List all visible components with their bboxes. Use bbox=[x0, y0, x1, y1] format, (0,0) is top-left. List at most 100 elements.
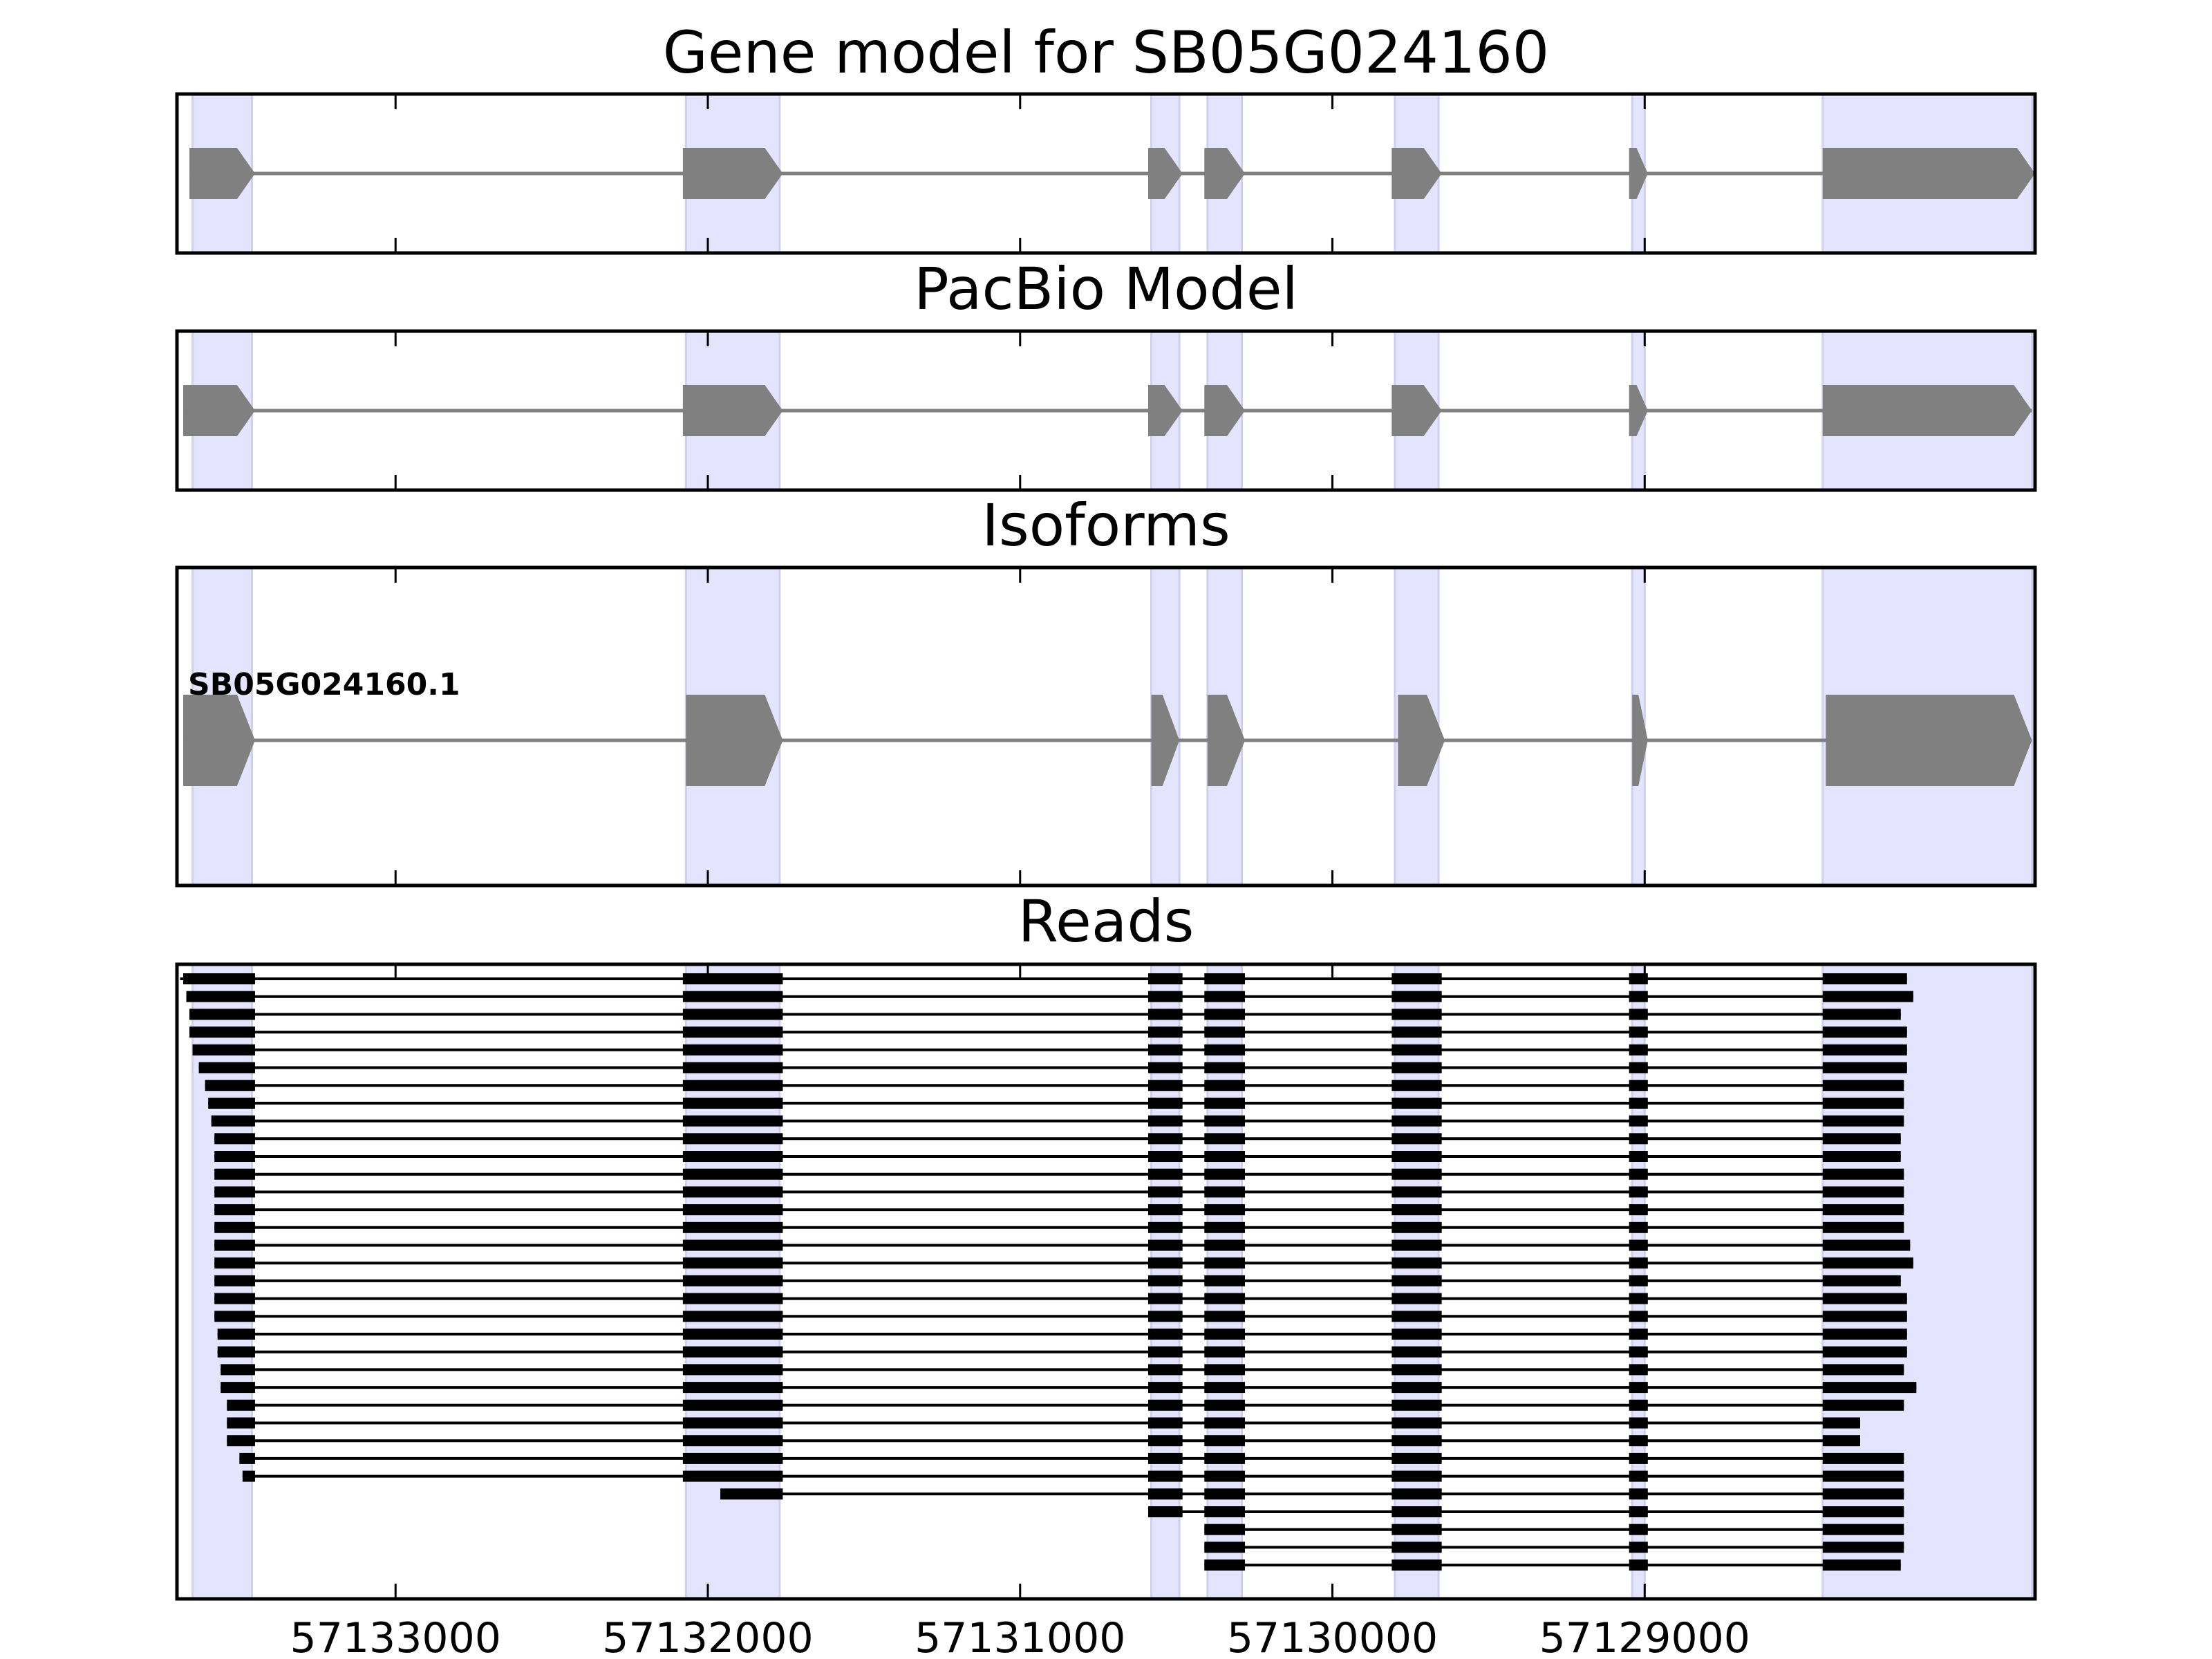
read-block bbox=[682, 1470, 783, 1482]
read-block bbox=[682, 1364, 783, 1376]
read-block bbox=[1629, 1239, 1648, 1251]
exon-arrow bbox=[1147, 148, 1183, 199]
read bbox=[192, 1044, 1907, 1056]
read bbox=[221, 1364, 1904, 1376]
read-block bbox=[1391, 1364, 1442, 1376]
read-block bbox=[1629, 1204, 1648, 1216]
exon-arrow bbox=[686, 695, 783, 786]
x-tick-label: 57132000 bbox=[602, 1614, 813, 1659]
read-block bbox=[1204, 1097, 1246, 1109]
read-block bbox=[1822, 1541, 1904, 1553]
x-tick-label: 57131000 bbox=[915, 1614, 1125, 1659]
read-block bbox=[1147, 1452, 1183, 1464]
read-block bbox=[1822, 1382, 1917, 1394]
read-block bbox=[682, 1009, 783, 1020]
read-block bbox=[682, 991, 783, 1002]
read-block bbox=[1629, 1346, 1648, 1358]
read-block bbox=[1147, 1470, 1183, 1482]
read-block bbox=[239, 1452, 255, 1464]
read-block bbox=[214, 1221, 255, 1233]
read bbox=[198, 1062, 1907, 1074]
read-block bbox=[214, 1168, 255, 1180]
reads-features bbox=[180, 973, 1917, 1571]
read-block bbox=[1204, 1346, 1246, 1358]
gene-model-features bbox=[189, 148, 2035, 199]
read-block bbox=[1629, 1275, 1648, 1286]
read-block bbox=[682, 1133, 783, 1145]
read-block bbox=[1822, 973, 1907, 984]
read bbox=[214, 1186, 1904, 1198]
read-block bbox=[1391, 1452, 1442, 1464]
read-block bbox=[1204, 1239, 1246, 1251]
read bbox=[227, 1399, 1904, 1411]
isoform-label: SB05G024160.1 bbox=[188, 667, 460, 702]
read bbox=[214, 1168, 1904, 1180]
read-block bbox=[1391, 1062, 1442, 1074]
read-block bbox=[214, 1311, 255, 1322]
exon-arrow bbox=[1629, 385, 1648, 436]
x-tick-label: 57133000 bbox=[290, 1614, 501, 1659]
read-block bbox=[208, 1097, 255, 1109]
read-block bbox=[682, 1275, 783, 1286]
read-block bbox=[1629, 1151, 1648, 1162]
read-block bbox=[682, 1311, 783, 1322]
read-block bbox=[1391, 1044, 1442, 1056]
read-block bbox=[1629, 1186, 1648, 1198]
pacbio-model-features bbox=[183, 385, 2032, 436]
exon-arrow bbox=[1147, 385, 1183, 436]
read-block bbox=[1147, 991, 1183, 1002]
read-block bbox=[1629, 1364, 1648, 1376]
read-block bbox=[682, 1382, 783, 1394]
read-block bbox=[1204, 1470, 1246, 1482]
exon-arrow bbox=[682, 385, 783, 436]
read-block bbox=[1822, 1151, 1901, 1162]
read bbox=[1204, 1541, 1904, 1553]
read-block bbox=[227, 1417, 255, 1429]
read-block bbox=[1204, 1417, 1246, 1429]
read bbox=[214, 1221, 1904, 1233]
read-block bbox=[1629, 991, 1648, 1002]
read-block bbox=[227, 1435, 255, 1447]
read bbox=[214, 1239, 1911, 1251]
read-block bbox=[1204, 1009, 1246, 1020]
read-block bbox=[682, 1435, 783, 1447]
read-block bbox=[1147, 1329, 1183, 1340]
read-block bbox=[1391, 1275, 1442, 1286]
read-block bbox=[1204, 1311, 1246, 1322]
read bbox=[186, 991, 1913, 1002]
read-block bbox=[242, 1470, 255, 1482]
read-block bbox=[1629, 1470, 1648, 1482]
read-block bbox=[1822, 1221, 1904, 1233]
read-block bbox=[682, 1452, 783, 1464]
read-block bbox=[186, 991, 255, 1002]
read-block bbox=[1147, 1506, 1183, 1517]
read-block bbox=[1204, 1524, 1246, 1535]
read-block bbox=[1147, 1062, 1183, 1074]
read-block bbox=[1822, 1417, 1861, 1429]
read-block bbox=[1391, 1399, 1442, 1411]
read-block bbox=[1822, 1311, 1907, 1322]
x-tick-label: 57129000 bbox=[1539, 1614, 1750, 1659]
read-block bbox=[1629, 1097, 1648, 1109]
read-block bbox=[1629, 1009, 1648, 1020]
read-block bbox=[1391, 1027, 1442, 1038]
exon-arrow bbox=[1629, 148, 1648, 199]
read-block bbox=[720, 1488, 783, 1500]
read-block bbox=[682, 1097, 783, 1109]
pacbio-model-ticks bbox=[394, 331, 1646, 490]
isoforms-features bbox=[183, 695, 2032, 786]
read-block bbox=[1391, 1293, 1442, 1304]
read-block bbox=[1147, 1115, 1183, 1127]
read-block bbox=[1147, 1044, 1183, 1056]
read-block bbox=[214, 1275, 255, 1286]
read-block bbox=[1204, 1133, 1246, 1145]
read-block bbox=[1204, 973, 1246, 984]
read-block bbox=[682, 973, 783, 984]
read-block bbox=[1629, 1080, 1648, 1091]
read-block bbox=[1391, 1470, 1442, 1482]
read-block bbox=[1204, 1080, 1246, 1091]
read-block bbox=[1822, 1204, 1904, 1216]
read bbox=[1204, 1559, 1901, 1571]
read bbox=[211, 1115, 1904, 1127]
read-block bbox=[682, 1399, 783, 1411]
